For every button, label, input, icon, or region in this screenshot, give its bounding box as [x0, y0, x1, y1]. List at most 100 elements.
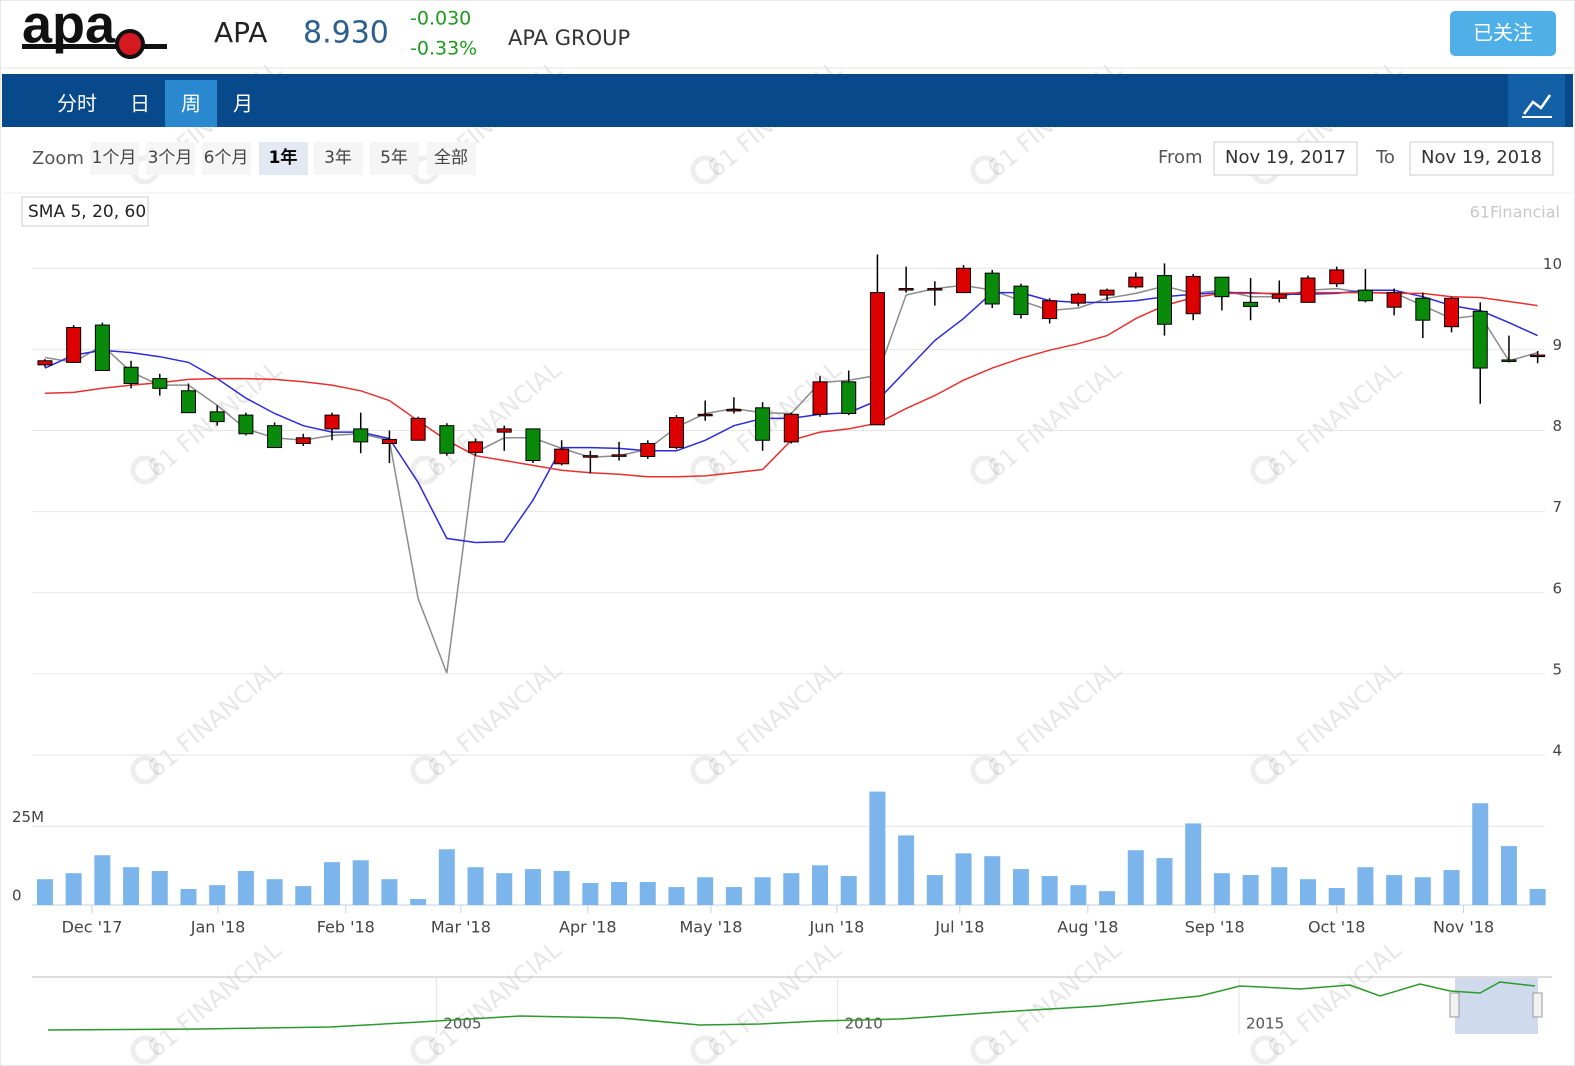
volume-bar — [1500, 846, 1517, 905]
y-tick-label: 8 — [1552, 417, 1562, 435]
volume-bar — [1156, 858, 1173, 905]
to-input[interactable] — [1409, 141, 1554, 176]
volume-bar — [754, 877, 771, 905]
watermark-icon — [410, 755, 440, 785]
tab[interactable]: 月 — [233, 92, 253, 116]
zoom-button-label[interactable]: 1个月 — [92, 148, 137, 168]
tab[interactable]: 周 — [181, 92, 201, 116]
y-tick-label: 9 — [1552, 336, 1562, 354]
volume-bar — [266, 879, 283, 905]
volume-bar — [611, 882, 628, 905]
chart-icon-box[interactable] — [1508, 74, 1565, 127]
watermark-icon — [130, 455, 160, 485]
zoom-button-label[interactable]: 全部 — [434, 148, 468, 168]
zoom-button[interactable] — [259, 142, 308, 175]
volume-bar — [123, 867, 140, 905]
candle-body — [1530, 354, 1546, 358]
tab[interactable]: 分时 — [57, 92, 97, 116]
navigator-handle[interactable] — [1532, 992, 1543, 1018]
volume-bar — [1328, 887, 1345, 905]
zoom-button-label[interactable]: 3个月 — [148, 148, 193, 168]
zoom-button[interactable] — [314, 142, 363, 175]
volume-bar — [840, 876, 857, 905]
change: -0.030 — [410, 8, 471, 30]
candle-body — [525, 428, 541, 462]
y-tick-label: 7 — [1552, 498, 1562, 516]
watermark-icon — [130, 755, 160, 785]
follow-button[interactable] — [1450, 11, 1556, 56]
zoom-button[interactable] — [370, 142, 419, 175]
navigator-tick-label: 2010 — [845, 1015, 883, 1033]
candle-body — [1271, 293, 1287, 299]
watermark-icon — [130, 1035, 160, 1065]
candle-body — [1185, 275, 1201, 315]
candle-body — [640, 442, 656, 457]
candle-body — [1329, 269, 1345, 285]
watermark-icon — [970, 455, 1000, 485]
candle-body — [238, 414, 254, 435]
zoom-button[interactable] — [427, 142, 476, 175]
candle-body — [1156, 275, 1172, 325]
logo-dot — [115, 29, 145, 59]
x-tick-label: Jul '18 — [934, 918, 984, 937]
volume-bar — [438, 849, 455, 905]
x-tick-label: Feb '18 — [317, 918, 375, 937]
volume-bar — [955, 853, 972, 905]
volume-bar — [467, 867, 484, 905]
candle-body — [755, 407, 771, 441]
volume-bar — [812, 865, 829, 905]
candle-body — [209, 411, 225, 423]
tab-bar — [2, 74, 1573, 127]
active-tab[interactable] — [165, 80, 217, 127]
candle-body — [1444, 297, 1460, 328]
volume-bar — [1472, 803, 1489, 905]
candle-body — [1472, 310, 1488, 369]
volume-bar — [984, 856, 1001, 905]
candle-body — [267, 425, 283, 449]
y-tick-label: 4 — [1552, 742, 1562, 760]
company-name: APA GROUP — [508, 26, 630, 50]
candle-body — [295, 437, 311, 444]
watermark-icon — [1250, 455, 1280, 485]
volume-bar — [1185, 823, 1202, 905]
volume-bar — [1357, 867, 1374, 905]
from-date[interactable]: Nov 19, 2017 — [1225, 147, 1346, 168]
zoom-button-label[interactable]: 3年 — [324, 148, 352, 168]
to-date[interactable]: Nov 19, 2018 — [1421, 147, 1542, 168]
volume-bar — [1443, 870, 1460, 905]
candle-body — [94, 324, 110, 371]
candle-body — [1415, 297, 1431, 321]
zoom-button-label[interactable]: 5年 — [380, 148, 408, 168]
candle-body — [66, 326, 82, 363]
chart-icon[interactable] — [1523, 94, 1552, 115]
candle-body — [898, 288, 914, 291]
volume-bar — [1213, 873, 1230, 905]
volume-bar — [697, 877, 714, 905]
navigator-selection[interactable] — [1455, 978, 1538, 1034]
candle-body — [611, 454, 627, 457]
tab[interactable]: 日 — [130, 92, 150, 116]
zoom-button[interactable] — [90, 142, 139, 175]
candle-body — [984, 272, 1000, 305]
candle-body — [1013, 285, 1029, 316]
candle-body — [726, 408, 742, 412]
volume-bar — [1386, 875, 1403, 905]
candle-body — [927, 288, 943, 291]
candle-body — [1128, 276, 1144, 288]
zoom-button-label[interactable]: 6个月 — [204, 148, 249, 168]
candle-body — [1099, 289, 1115, 296]
zoom-button-label[interactable]: 1年 — [269, 147, 298, 168]
x-tick-label: Mar '18 — [431, 918, 491, 937]
x-tick-label: Oct '18 — [1308, 918, 1366, 937]
x-tick-label: Jan '18 — [190, 918, 246, 937]
candle-body — [353, 428, 369, 443]
symbol: APA — [214, 16, 267, 49]
volume-tick-label: 0 — [12, 887, 22, 905]
volume-bar — [324, 862, 341, 905]
y-tick-label: 5 — [1552, 660, 1562, 678]
zoom-button[interactable] — [202, 142, 251, 175]
follow-label[interactable]: 已关注 — [1473, 21, 1533, 45]
zoom-button[interactable] — [146, 142, 195, 175]
from-input[interactable] — [1213, 141, 1358, 176]
navigator-handle[interactable] — [1449, 992, 1460, 1018]
